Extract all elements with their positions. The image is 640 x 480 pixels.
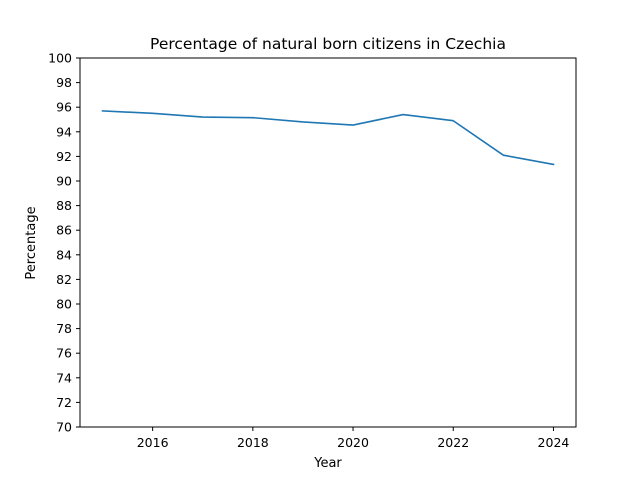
- y-tick-label: 84: [56, 247, 72, 262]
- y-axis: 70 72 74 76 78 80 82 84 86 88 90 92 94 96 98 100: [48, 51, 80, 435]
- x-tick-label: 2020: [337, 435, 369, 450]
- y-tick-label: 88: [56, 198, 72, 213]
- y-tick-label: 78: [56, 321, 72, 336]
- x-tick-label: 2016: [137, 435, 169, 450]
- y-tick-label: 90: [56, 174, 72, 189]
- x-axis-label: Year: [313, 456, 342, 471]
- y-tick-label: 76: [56, 346, 72, 361]
- y-tick-label: 82: [56, 272, 72, 287]
- y-tick-label: 92: [56, 149, 72, 164]
- y-tick-label: 96: [56, 100, 72, 115]
- plot-frame: [79, 57, 577, 428]
- y-axis-label: Percentage: [24, 206, 39, 279]
- y-tick-label: 86: [56, 223, 72, 238]
- x-tick-label: 2022: [437, 435, 469, 450]
- y-tick-label: 94: [56, 124, 72, 139]
- chart-title: Percentage of natural born citizens in C…: [150, 35, 506, 53]
- y-tick-label: 98: [56, 75, 72, 90]
- plot-series: [101, 110, 555, 166]
- y-tick-label: 80: [56, 297, 72, 312]
- x-tick-label: 2018: [237, 435, 269, 450]
- y-tick-label: 70: [56, 420, 72, 435]
- x-tick-label: 2024: [538, 435, 570, 450]
- x-axis: 2016 2018 2020 2022 2024: [137, 427, 570, 450]
- series-line: [101, 110, 555, 166]
- y-tick-label: 100: [48, 51, 72, 66]
- y-tick-label: 74: [56, 370, 72, 385]
- y-tick-label: 72: [56, 395, 72, 410]
